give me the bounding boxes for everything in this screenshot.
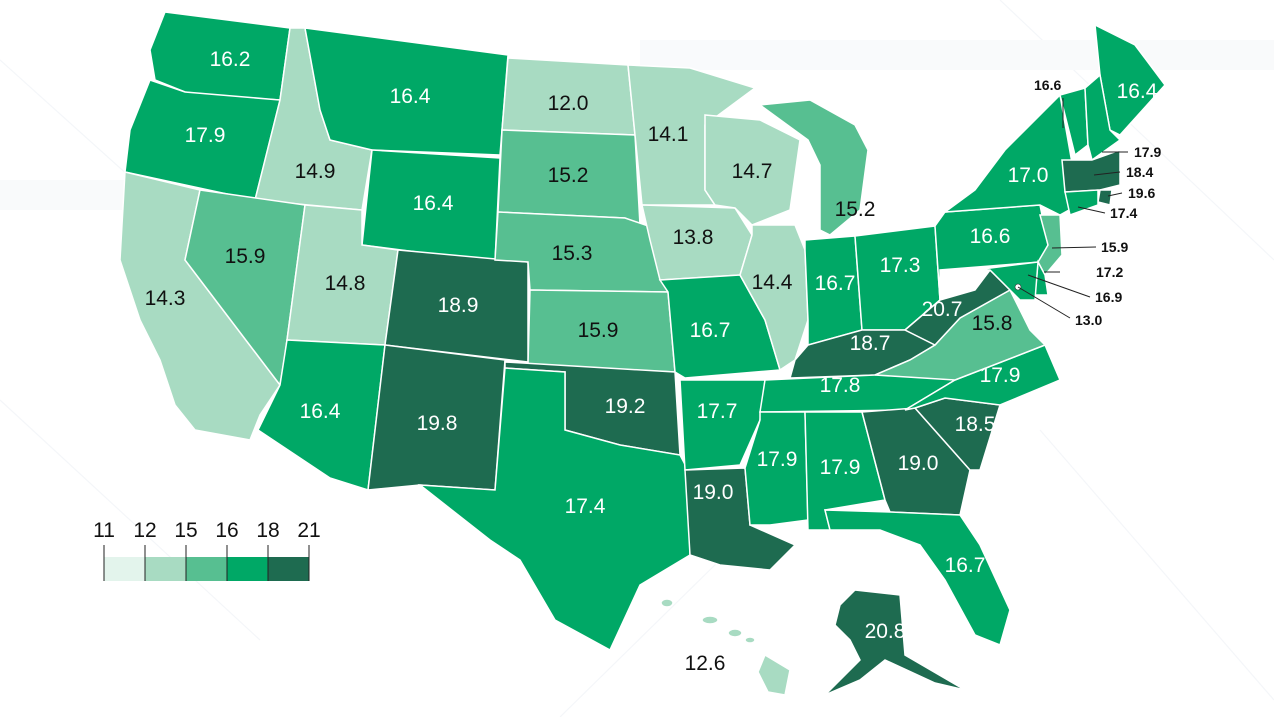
label-oh: 17.3 xyxy=(880,254,921,277)
label-in: 16.7 xyxy=(815,272,856,295)
label-or: 17.9 xyxy=(185,124,226,147)
label-ut: 14.8 xyxy=(325,272,366,295)
label-ky: 18.7 xyxy=(850,332,891,355)
label-ia: 13.8 xyxy=(673,226,714,249)
states-layer xyxy=(119,11,1166,652)
label-la: 19.0 xyxy=(693,481,734,504)
legend-swatch-11-12 xyxy=(104,557,145,581)
inset-states xyxy=(660,589,966,696)
callout-dc: 13.0 xyxy=(1075,312,1102,328)
legend-tick-4: 18 xyxy=(256,519,279,542)
label-ar: 17.7 xyxy=(697,400,738,423)
label-tx: 17.4 xyxy=(565,495,606,518)
label-il: 14.4 xyxy=(752,271,793,294)
callout-nh: 17.9 xyxy=(1134,144,1161,160)
state-nh[interactable] xyxy=(1084,73,1122,162)
label-nc: 17.9 xyxy=(980,364,1021,387)
callout-nj: 15.9 xyxy=(1101,239,1128,255)
callout-ri: 19.6 xyxy=(1128,185,1155,201)
label-mi: 15.2 xyxy=(835,198,876,221)
state-tx[interactable] xyxy=(417,367,691,652)
label-id: 14.9 xyxy=(295,160,336,183)
label-hi: 12.6 xyxy=(685,652,726,675)
state-ak[interactable] xyxy=(824,589,966,696)
legend-swatch-12-15 xyxy=(145,557,186,581)
state-md[interactable] xyxy=(974,261,1039,301)
callout-vt: 16.6 xyxy=(1034,77,1061,93)
callout-ma: 18.4 xyxy=(1126,164,1153,180)
label-al: 17.9 xyxy=(820,456,861,479)
state-labels: 16.2 17.9 14.3 14.9 15.9 16.4 16.4 14.8 … xyxy=(145,48,1158,675)
legend-tick-2: 15 xyxy=(174,519,197,542)
label-nd: 12.0 xyxy=(548,92,589,115)
state-ny[interactable] xyxy=(942,93,1079,216)
label-wv: 20.7 xyxy=(922,298,963,321)
callout-md: 16.9 xyxy=(1095,289,1122,305)
label-sc: 18.5 xyxy=(955,413,996,436)
label-mn: 14.1 xyxy=(648,123,689,146)
label-pa: 16.6 xyxy=(970,225,1011,248)
label-wa: 16.2 xyxy=(210,48,251,71)
state-mi[interactable] xyxy=(757,99,869,236)
label-tn: 17.8 xyxy=(820,374,861,397)
label-wi: 14.7 xyxy=(732,160,773,183)
label-ks: 15.9 xyxy=(578,319,619,342)
label-ak: 20.8 xyxy=(865,620,906,643)
label-ne: 15.3 xyxy=(552,242,593,265)
label-mo: 16.7 xyxy=(690,319,731,342)
callouts xyxy=(1017,98,1128,319)
state-hi[interactable] xyxy=(660,598,791,696)
label-ga: 19.0 xyxy=(898,452,939,475)
legend: 11 12 15 16 18 21 xyxy=(93,519,321,581)
state-fl[interactable] xyxy=(824,509,1011,647)
label-fl: 16.7 xyxy=(945,554,986,577)
legend-tick-1: 12 xyxy=(133,519,156,542)
label-va: 15.8 xyxy=(972,312,1013,335)
label-nv: 15.9 xyxy=(225,245,266,268)
legend-tick-3: 16 xyxy=(215,519,238,542)
label-co: 18.9 xyxy=(438,294,479,317)
legend-swatch-18-21 xyxy=(268,557,309,581)
label-ok: 19.2 xyxy=(605,395,646,418)
callout-ct: 17.4 xyxy=(1110,205,1137,221)
state-ct[interactable] xyxy=(1064,189,1099,216)
label-ms: 17.9 xyxy=(757,448,798,471)
label-wy: 16.4 xyxy=(413,192,454,215)
label-ca: 14.3 xyxy=(145,287,186,310)
label-ny: 17.0 xyxy=(1008,164,1049,187)
legend-swatch-16-18 xyxy=(227,557,268,581)
legend-tick-5: 21 xyxy=(297,519,320,542)
legend-swatch-15-16 xyxy=(186,557,227,581)
callout-de: 17.2 xyxy=(1096,264,1123,280)
label-mt: 16.4 xyxy=(390,85,431,108)
state-ri[interactable] xyxy=(1097,189,1113,206)
state-il[interactable] xyxy=(739,224,809,372)
callout-labels: 16.6 17.9 18.4 19.6 17.4 15.9 17.2 16.9 … xyxy=(1034,77,1161,328)
label-sd: 15.2 xyxy=(548,164,589,187)
legend-tick-0: 11 xyxy=(93,519,115,542)
label-nm: 19.8 xyxy=(417,412,458,435)
state-ar[interactable] xyxy=(679,379,766,471)
label-az: 16.4 xyxy=(300,400,341,423)
label-me: 16.4 xyxy=(1117,80,1158,103)
